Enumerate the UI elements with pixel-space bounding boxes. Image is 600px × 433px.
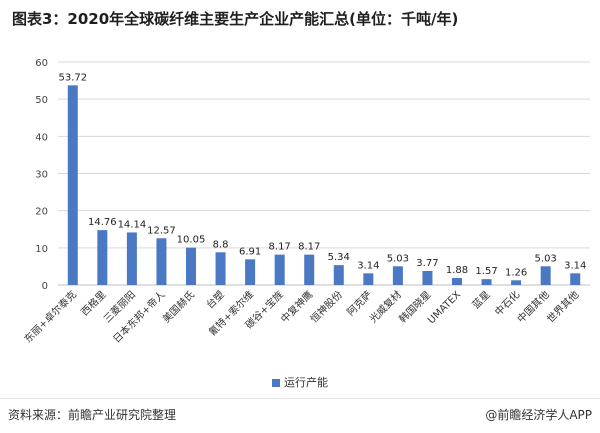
data-label: 1.88: [446, 265, 468, 276]
data-label: 8.8: [213, 239, 229, 250]
legend-swatch: [272, 379, 280, 387]
y-tick-label: 60: [35, 58, 48, 69]
y-tick-label: 50: [35, 95, 48, 106]
data-label: 6.91: [239, 246, 261, 257]
bar: [126, 232, 137, 285]
data-label: 14.76: [88, 217, 117, 228]
legend: 运行产能: [0, 374, 600, 390]
data-label: 3.77: [416, 258, 438, 269]
chart-title: 图表3：2020年全球碳纤维主要生产企业产能汇总(单位：千吨/年): [12, 10, 459, 28]
footer-divider: [0, 398, 600, 399]
y-tick-label: 40: [35, 132, 48, 143]
bar: [186, 247, 196, 285]
bar: [363, 273, 374, 285]
bar: [570, 273, 581, 285]
x-tick-label: 台塑: [203, 288, 226, 311]
source-note: 资料来源：前瞻产业研究院整理: [8, 408, 177, 422]
y-tick-label: 10: [35, 244, 48, 255]
y-tick-label: 30: [35, 170, 48, 181]
data-label: 3.14: [564, 260, 586, 271]
x-tick-label: 蓝星: [470, 289, 493, 312]
x-tick-label: UMATEX: [426, 289, 463, 326]
brand-note: @前瞻经济学人APP: [485, 408, 592, 422]
bar: [274, 254, 285, 285]
bar: [215, 252, 226, 285]
bar: [333, 265, 344, 285]
y-tick-label: 0: [42, 281, 48, 292]
x-tick-label: 恒神股份: [307, 288, 344, 325]
data-label: 5.03: [535, 253, 557, 264]
bar: [422, 270, 433, 285]
bar: [511, 280, 522, 285]
data-label: 14.14: [118, 219, 147, 230]
data-label: 53.72: [58, 72, 87, 83]
bar: [97, 230, 108, 285]
bar: [156, 238, 167, 285]
bar: [392, 266, 403, 285]
bar: [481, 279, 492, 285]
data-label: 1.26: [505, 267, 527, 278]
data-label: 5.03: [387, 253, 409, 264]
bar: [540, 266, 551, 285]
y-tick-label: 20: [35, 207, 48, 218]
bar: [452, 278, 462, 285]
bar: [245, 259, 256, 285]
data-label: 8.17: [269, 242, 291, 253]
bar-chart: 010203040506053.72东丽+卓尔泰克14.76西格里14.14三菱…: [21, 58, 590, 346]
x-tick-label: 中石化: [492, 288, 522, 318]
data-label: 5.34: [328, 252, 350, 263]
x-tick-label: 世界其他: [544, 288, 581, 325]
legend-label: 运行产能: [284, 376, 328, 389]
x-tick-label: 阿克萨: [345, 289, 375, 319]
x-tick-label: 美国赫氏: [160, 288, 197, 325]
x-tick-label: 东丽+卓尔泰克: [21, 288, 79, 346]
bar: [67, 85, 78, 285]
x-tick-label: 西格里: [78, 288, 108, 318]
data-label: 12.57: [147, 225, 176, 236]
data-label: 8.17: [298, 242, 320, 253]
bar: [304, 254, 315, 285]
x-tick-label: 日本东邦+帝人: [110, 288, 168, 346]
data-label: 1.57: [475, 266, 497, 277]
data-label: 3.14: [357, 260, 379, 271]
data-label: 10.05: [177, 235, 206, 246]
